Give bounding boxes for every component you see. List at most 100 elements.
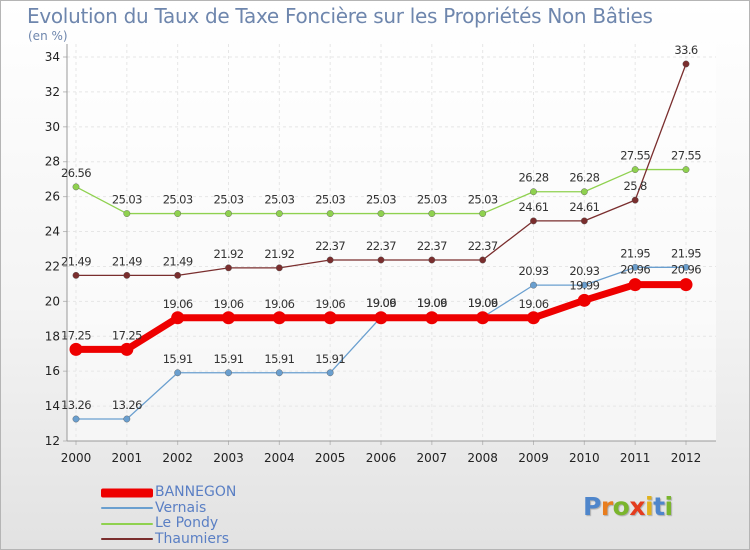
data-point: [425, 311, 439, 325]
data-point: [530, 217, 537, 225]
data-point: [275, 210, 283, 217]
x-tick-label: 2004: [264, 451, 295, 465]
data-point: [174, 369, 182, 377]
data-label: 25.03: [417, 193, 447, 207]
data-label: 22.37: [315, 239, 345, 253]
data-label: 21.49: [112, 254, 142, 268]
y-tick-label: 14: [45, 399, 60, 413]
data-point: [174, 271, 182, 279]
data-point: [72, 183, 80, 191]
data-label: 19.99: [569, 278, 599, 292]
data-label: 25.03: [112, 193, 142, 207]
y-tick-label: 34: [45, 50, 60, 64]
y-tick-label: 18: [45, 329, 60, 343]
data-point: [171, 311, 185, 325]
data-label: 26.56: [61, 166, 91, 180]
data-label: 13.26: [61, 398, 91, 412]
data-point: [377, 256, 385, 264]
legend-label: BANNEGON: [155, 484, 237, 500]
data-point: [326, 210, 334, 217]
x-tick-label: 2008: [467, 451, 498, 465]
data-label: 21.95: [671, 246, 701, 260]
legend-label: Le Pondy: [155, 515, 219, 531]
x-tick-label: 2005: [315, 451, 346, 465]
legend-label: Vernais: [155, 499, 207, 516]
logo-letter: P: [583, 492, 601, 521]
legend-swatch: [101, 538, 153, 541]
data-label: 20.96: [671, 263, 701, 277]
data-label: 25.03: [163, 193, 193, 207]
data-label: 15.91: [264, 352, 294, 366]
data-label: 24.61: [519, 200, 549, 214]
data-label: 27.55: [620, 149, 650, 163]
data-point: [374, 311, 388, 325]
data-point: [377, 210, 385, 217]
data-label: 17.25: [61, 328, 91, 342]
y-tick-label: 22: [45, 259, 60, 273]
data-point: [275, 264, 283, 272]
data-point: [428, 256, 436, 264]
data-label: 25.03: [214, 193, 244, 207]
data-point: [225, 369, 232, 377]
x-tick-label: 2007: [417, 451, 448, 465]
data-label: 26.28: [519, 171, 549, 185]
logo-letter: o: [612, 492, 630, 521]
data-label: 21.92: [264, 247, 294, 261]
data-label: 21.49: [61, 254, 91, 268]
legend-swatch: [101, 522, 153, 525]
data-label: 33.6: [674, 43, 697, 57]
data-point: [476, 311, 490, 325]
data-label: 17.25: [112, 328, 142, 342]
logo-letter: r: [600, 492, 613, 521]
data-label: 19.06: [163, 297, 193, 311]
data-point: [580, 281, 588, 289]
data-label: 25.03: [468, 193, 498, 207]
data-point: [530, 188, 537, 196]
data-point: [326, 256, 334, 264]
x-tick-label: 2010: [569, 451, 600, 465]
data-point: [631, 196, 639, 204]
data-point: [628, 278, 642, 292]
logo-letter: t: [653, 492, 665, 521]
data-point: [123, 415, 131, 423]
x-tick-label: 2000: [61, 451, 92, 465]
x-tick-label: 2009: [518, 451, 549, 465]
x-tick-label: 2011: [620, 451, 651, 465]
y-tick-label: 16: [45, 364, 60, 378]
y-tick-label: 30: [45, 120, 60, 134]
data-label: 24.61: [569, 200, 599, 214]
data-label: 19.09: [468, 296, 498, 310]
data-point: [323, 311, 337, 325]
data-point: [580, 217, 588, 225]
data-label: 21.92: [214, 247, 244, 261]
line-chart: 12 14 16 18 20 22 24 26 28 30 32 34 2000 2001 2002 2003…: [45, 43, 716, 465]
data-label: 15.91: [214, 352, 244, 366]
y-tick-label: 26: [45, 190, 60, 204]
data-point: [679, 278, 693, 292]
data-point: [530, 281, 537, 289]
y-tick-label: 20: [45, 294, 60, 308]
data-point: [225, 210, 232, 217]
data-label: 25.03: [366, 193, 396, 207]
data-label: 20.96: [620, 263, 650, 277]
data-point: [682, 166, 690, 173]
data-point: [580, 188, 588, 196]
data-label: 19.06: [468, 296, 498, 310]
y-tick-label: 32: [45, 85, 60, 99]
data-label: 19.06: [214, 297, 244, 311]
y-tick-label: 28: [45, 155, 60, 169]
data-point: [631, 166, 639, 173]
y-tick-label: 12: [45, 434, 60, 448]
legend-swatch: [101, 488, 153, 498]
data-label: 19.09: [417, 296, 447, 310]
proxiti-logo: Proxiti: [583, 492, 673, 521]
data-point: [479, 210, 487, 217]
data-label: 22.37: [468, 239, 498, 253]
data-point: [479, 256, 487, 264]
data-point: [428, 210, 436, 217]
data-label: 22.37: [417, 239, 447, 253]
data-point: [123, 271, 131, 279]
data-label: 13.26: [112, 398, 142, 412]
data-label: 19.06: [417, 296, 447, 310]
